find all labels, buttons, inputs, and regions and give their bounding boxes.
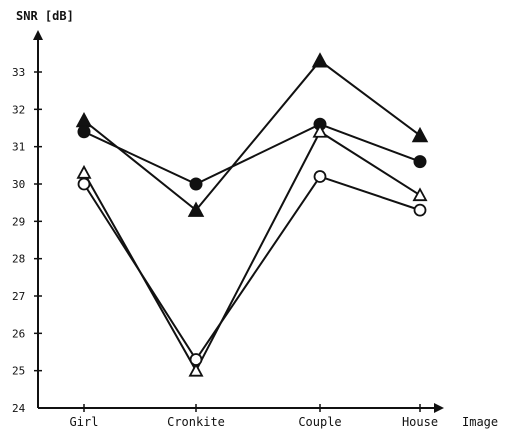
marker-open-triangle-girl	[76, 164, 92, 179]
marker-filled-circle-girl	[77, 125, 91, 139]
series-open-circle	[77, 170, 427, 366]
series-filled-circle	[77, 117, 427, 191]
y-tick-label-33: 33	[12, 66, 25, 79]
y-tick-label-24: 24	[12, 402, 26, 415]
marker-open-circle-couple	[313, 170, 327, 183]
series-line-filled-circle	[83, 123, 421, 186]
series-open-triangle	[76, 123, 428, 377]
marker-filled-circle-cronkite	[189, 177, 203, 191]
marker-open-circle-house	[413, 203, 427, 217]
x-tick-label-girl: Girl	[70, 415, 99, 429]
ticks: 24 25 26 27 28 29 30 31 32 33 Girl Cronkite Couple Ho…	[12, 66, 438, 429]
series-line-filled-triangle	[83, 59, 421, 212]
marker-filled-triangle-girl	[75, 111, 93, 128]
y-tick-label-25: 25	[12, 365, 25, 378]
marker-filled-triangle-house	[411, 126, 429, 143]
series-line-open-triangle	[83, 130, 421, 373]
y-tick-label-26: 26	[12, 327, 25, 340]
y-axis-arrow	[33, 30, 43, 40]
series-line-open-circle	[83, 175, 421, 362]
marker-open-triangle-cronkite	[188, 362, 204, 377]
marker-open-circle-cronkite	[189, 353, 203, 366]
axes	[33, 30, 444, 413]
marker-open-triangle-house	[412, 187, 428, 202]
marker-open-triangle-couple	[312, 123, 328, 138]
series	[75, 52, 429, 377]
marker-filled-triangle-couple	[311, 52, 329, 68]
y-tick-label-31: 31	[12, 141, 25, 154]
x-axis-arrow	[434, 403, 444, 413]
x-tick-label-house: House	[402, 415, 438, 429]
x-tick-label-couple: Couple	[298, 415, 341, 429]
x-tick-label-cronkite: Cronkite	[167, 415, 225, 429]
marker-filled-circle-house	[413, 155, 427, 169]
series-filled-triangle	[75, 52, 429, 217]
y-tick-label-28: 28	[12, 253, 25, 266]
y-axis-title: SNR [dB]	[16, 9, 74, 23]
x-axis-title: Image	[462, 415, 498, 429]
y-tick-label-32: 32	[12, 103, 25, 116]
y-tick-label-29: 29	[12, 215, 25, 228]
y-tick-label-27: 27	[12, 290, 25, 303]
marker-filled-triangle-cronkite	[187, 201, 205, 217]
marker-open-circle-girl	[77, 177, 91, 191]
y-tick-label-30: 30	[12, 178, 25, 191]
